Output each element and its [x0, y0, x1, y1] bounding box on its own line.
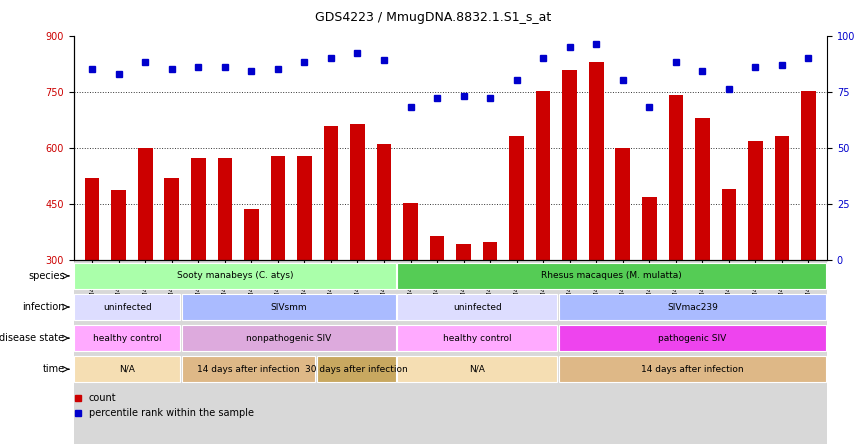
Bar — [317, 356, 396, 382]
Bar — [642, 197, 656, 260]
Text: count: count — [88, 393, 116, 403]
Bar — [536, 91, 551, 260]
Bar — [559, 325, 826, 351]
Bar — [74, 263, 396, 289]
Text: Rhesus macaques (M. mulatta): Rhesus macaques (M. mulatta) — [541, 271, 682, 281]
Text: 14 days after infection: 14 days after infection — [197, 365, 300, 374]
Text: 14 days after infection: 14 days after infection — [641, 365, 744, 374]
Bar — [430, 236, 444, 260]
Text: disease state: disease state — [0, 333, 65, 343]
Text: 30 days after infection: 30 days after infection — [305, 365, 408, 374]
Bar — [85, 178, 100, 260]
Bar — [74, 294, 180, 320]
Bar — [397, 325, 557, 351]
Bar — [182, 356, 315, 382]
Bar — [217, 158, 232, 260]
Bar — [324, 126, 339, 260]
Bar — [244, 209, 259, 260]
Bar — [182, 325, 396, 351]
Text: pathogenic SIV: pathogenic SIV — [658, 333, 727, 343]
Bar — [695, 119, 709, 260]
Text: SIVsmm: SIVsmm — [270, 302, 307, 312]
Bar — [350, 124, 365, 260]
Text: species: species — [28, 271, 65, 281]
Text: N/A: N/A — [120, 365, 135, 374]
Bar — [669, 95, 683, 260]
Bar — [483, 242, 497, 260]
Bar — [182, 294, 396, 320]
Bar — [748, 141, 763, 260]
Bar — [397, 356, 557, 382]
Bar — [721, 190, 736, 260]
Bar — [74, 356, 180, 382]
Bar — [297, 156, 312, 260]
Bar — [397, 263, 826, 289]
Bar — [74, 325, 180, 351]
Text: nonpathogenic SIV: nonpathogenic SIV — [246, 333, 332, 343]
Text: healthy control: healthy control — [94, 333, 162, 343]
Text: Sooty manabeys (C. atys): Sooty manabeys (C. atys) — [177, 271, 294, 281]
Bar — [404, 202, 417, 260]
Bar — [377, 144, 391, 260]
Bar — [509, 136, 524, 260]
Text: uninfected: uninfected — [103, 302, 152, 312]
Text: SIVmac239: SIVmac239 — [667, 302, 718, 312]
Bar — [774, 136, 789, 260]
Bar — [589, 63, 604, 260]
Bar — [456, 244, 471, 260]
Bar — [559, 294, 826, 320]
Text: percentile rank within the sample: percentile rank within the sample — [88, 408, 254, 419]
Bar — [559, 356, 826, 382]
Text: GDS4223 / MmugDNA.8832.1.S1_s_at: GDS4223 / MmugDNA.8832.1.S1_s_at — [315, 11, 551, 24]
Bar — [562, 70, 577, 260]
Bar — [270, 156, 285, 260]
Bar — [191, 158, 205, 260]
Text: healthy control: healthy control — [443, 333, 512, 343]
Bar — [165, 178, 179, 260]
Bar — [397, 294, 557, 320]
Text: time: time — [42, 364, 65, 374]
Bar — [801, 91, 816, 260]
Text: infection: infection — [22, 302, 65, 312]
Text: uninfected: uninfected — [453, 302, 501, 312]
Bar — [616, 148, 630, 260]
Text: N/A: N/A — [469, 365, 485, 374]
Bar — [112, 190, 126, 260]
Bar — [138, 147, 152, 260]
